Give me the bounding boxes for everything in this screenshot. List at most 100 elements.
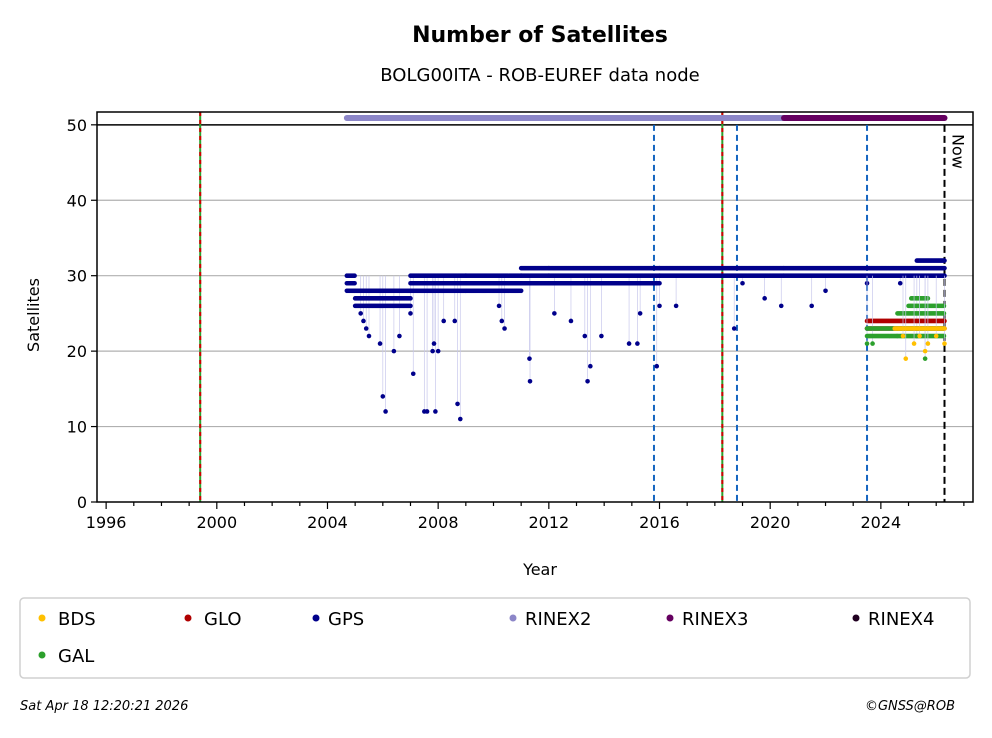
legend-marker-gal — [38, 651, 46, 659]
data-point-gps — [635, 341, 640, 346]
data-point-bds — [922, 348, 928, 354]
data-point-gps — [527, 356, 532, 361]
data-point-gal — [941, 311, 947, 316]
data-point-gps — [408, 303, 413, 309]
data-point-gps — [518, 288, 524, 294]
series-gps — [344, 258, 947, 422]
legend-marker-gps — [312, 614, 320, 622]
data-point-gps — [363, 326, 369, 331]
legend-label-rinex2: RINEX2 — [525, 609, 591, 630]
data-point-gal — [941, 333, 947, 339]
data-point-gps — [455, 401, 460, 407]
x-axis-label: Year — [522, 560, 557, 579]
legend-label-gps: GPS — [328, 609, 364, 630]
data-point-gps — [762, 296, 767, 301]
x-tick-label: 2024 — [861, 513, 902, 532]
y-tick-label: 20 — [67, 342, 87, 361]
data-point-gps — [430, 348, 435, 354]
data-point-gps — [391, 348, 397, 354]
legend-marker-rinex4 — [852, 614, 860, 622]
data-point-gps — [408, 296, 413, 301]
data-point-bds — [917, 333, 922, 339]
legend-label-gal: GAL — [58, 646, 94, 667]
data-point-gps — [585, 379, 590, 384]
data-point-gps — [657, 303, 662, 309]
x-tick-label: 2008 — [418, 513, 459, 532]
x-tick-label: 2020 — [750, 513, 791, 532]
data-point-gps — [366, 333, 372, 339]
data-point-gps — [397, 333, 402, 339]
data-point-gps — [352, 280, 357, 286]
plot-area: 0 10 20 30 40 50 1996 2000 2004 2008 2012 2016 2020 2… — [67, 111, 974, 532]
data-point-gps — [582, 333, 588, 339]
legend-label-rinex3: RINEX3 — [682, 609, 748, 630]
plot-frame — [96, 111, 974, 503]
data-point-gps — [552, 311, 557, 316]
legend-box — [19, 597, 971, 679]
data-point-gps — [410, 371, 416, 377]
timestamp: Sat Apr 18 12:20:21 2026 — [20, 699, 188, 714]
legend-marker-rinex2 — [509, 614, 517, 622]
data-point-gps — [673, 303, 679, 309]
x-tick-label: 2000 — [196, 513, 237, 532]
data-point-bds — [900, 333, 906, 339]
data-point-gps — [441, 318, 446, 324]
y-tick-label: 30 — [67, 267, 87, 286]
data-point-gps — [424, 409, 430, 414]
now-label: Now — [949, 134, 968, 169]
data-point-gps — [361, 318, 366, 324]
data-point-bds — [925, 341, 931, 346]
data-point-bds — [942, 341, 947, 346]
data-point-bds — [903, 356, 909, 361]
chart-title: Number of Satellites — [412, 23, 668, 48]
data-point-gps — [433, 409, 438, 414]
data-point-bds — [933, 333, 939, 339]
data-point-gps — [588, 363, 593, 369]
data-point-gps — [377, 341, 383, 346]
data-point-gal — [864, 341, 870, 346]
x-tick-label: 2016 — [639, 513, 680, 532]
data-point-gps — [778, 303, 784, 309]
x-tick-label: 2012 — [528, 513, 569, 532]
y-tick-label: 40 — [67, 191, 87, 210]
data-point-gps — [823, 288, 828, 294]
series-bds — [892, 275, 947, 361]
data-point-bds — [942, 326, 947, 331]
legend-marker-rinex3 — [666, 614, 674, 622]
data-point-gal — [870, 341, 875, 346]
data-point-gps — [626, 341, 632, 346]
y-tick-label: 10 — [67, 418, 87, 437]
data-point-gal — [922, 356, 928, 361]
data-point-gps — [496, 303, 502, 309]
data-point-gps — [568, 318, 574, 324]
data-point-gps — [897, 280, 903, 286]
data-point-gps — [358, 311, 363, 316]
data-point-gps — [637, 311, 643, 316]
data-point-gps — [408, 311, 413, 316]
legend-marker-bds — [38, 614, 46, 622]
data-point-gps — [352, 273, 357, 278]
y-tick-label: 0 — [77, 493, 87, 512]
legend: BDS GLO GPS RINEX2 RINEX3 RINEX4 GAL — [38, 609, 934, 667]
x-tick-label: 1996 — [86, 513, 127, 532]
data-point-gps — [654, 363, 660, 369]
data-point-gps — [502, 326, 507, 331]
data-point-gal — [941, 303, 947, 309]
data-point-gps — [452, 318, 458, 324]
data-point-gps — [527, 379, 533, 384]
legend-label-bds: BDS — [58, 609, 96, 630]
data-point-gps — [731, 326, 737, 331]
data-point-gps — [942, 265, 947, 271]
data-point-gps — [740, 280, 745, 286]
data-point-gps — [657, 280, 662, 286]
chart-subtitle: BOLG00ITA - ROB-EUREF data node — [380, 65, 699, 86]
data-point-gps — [809, 303, 814, 309]
legend-marker-glo — [184, 614, 192, 622]
data-point-gps — [431, 341, 437, 346]
data-point-gps — [599, 333, 604, 339]
data-point-gps — [383, 409, 388, 414]
data-point-gps — [942, 258, 947, 263]
x-tick-label: 2004 — [307, 513, 348, 532]
y-axis-label: Satellites — [24, 278, 43, 352]
